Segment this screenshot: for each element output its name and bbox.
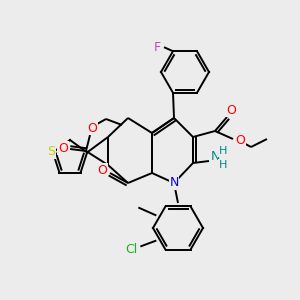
Text: O: O bbox=[235, 134, 245, 148]
Text: Cl: Cl bbox=[125, 243, 137, 256]
Text: N: N bbox=[169, 176, 179, 190]
Text: O: O bbox=[97, 164, 107, 176]
Text: O: O bbox=[226, 103, 236, 116]
Text: O: O bbox=[58, 142, 68, 154]
Text: N: N bbox=[210, 151, 220, 164]
Text: H: H bbox=[219, 160, 227, 170]
Text: O: O bbox=[87, 122, 97, 134]
Text: F: F bbox=[153, 41, 161, 54]
Text: H: H bbox=[219, 146, 227, 156]
Text: S: S bbox=[47, 145, 55, 158]
